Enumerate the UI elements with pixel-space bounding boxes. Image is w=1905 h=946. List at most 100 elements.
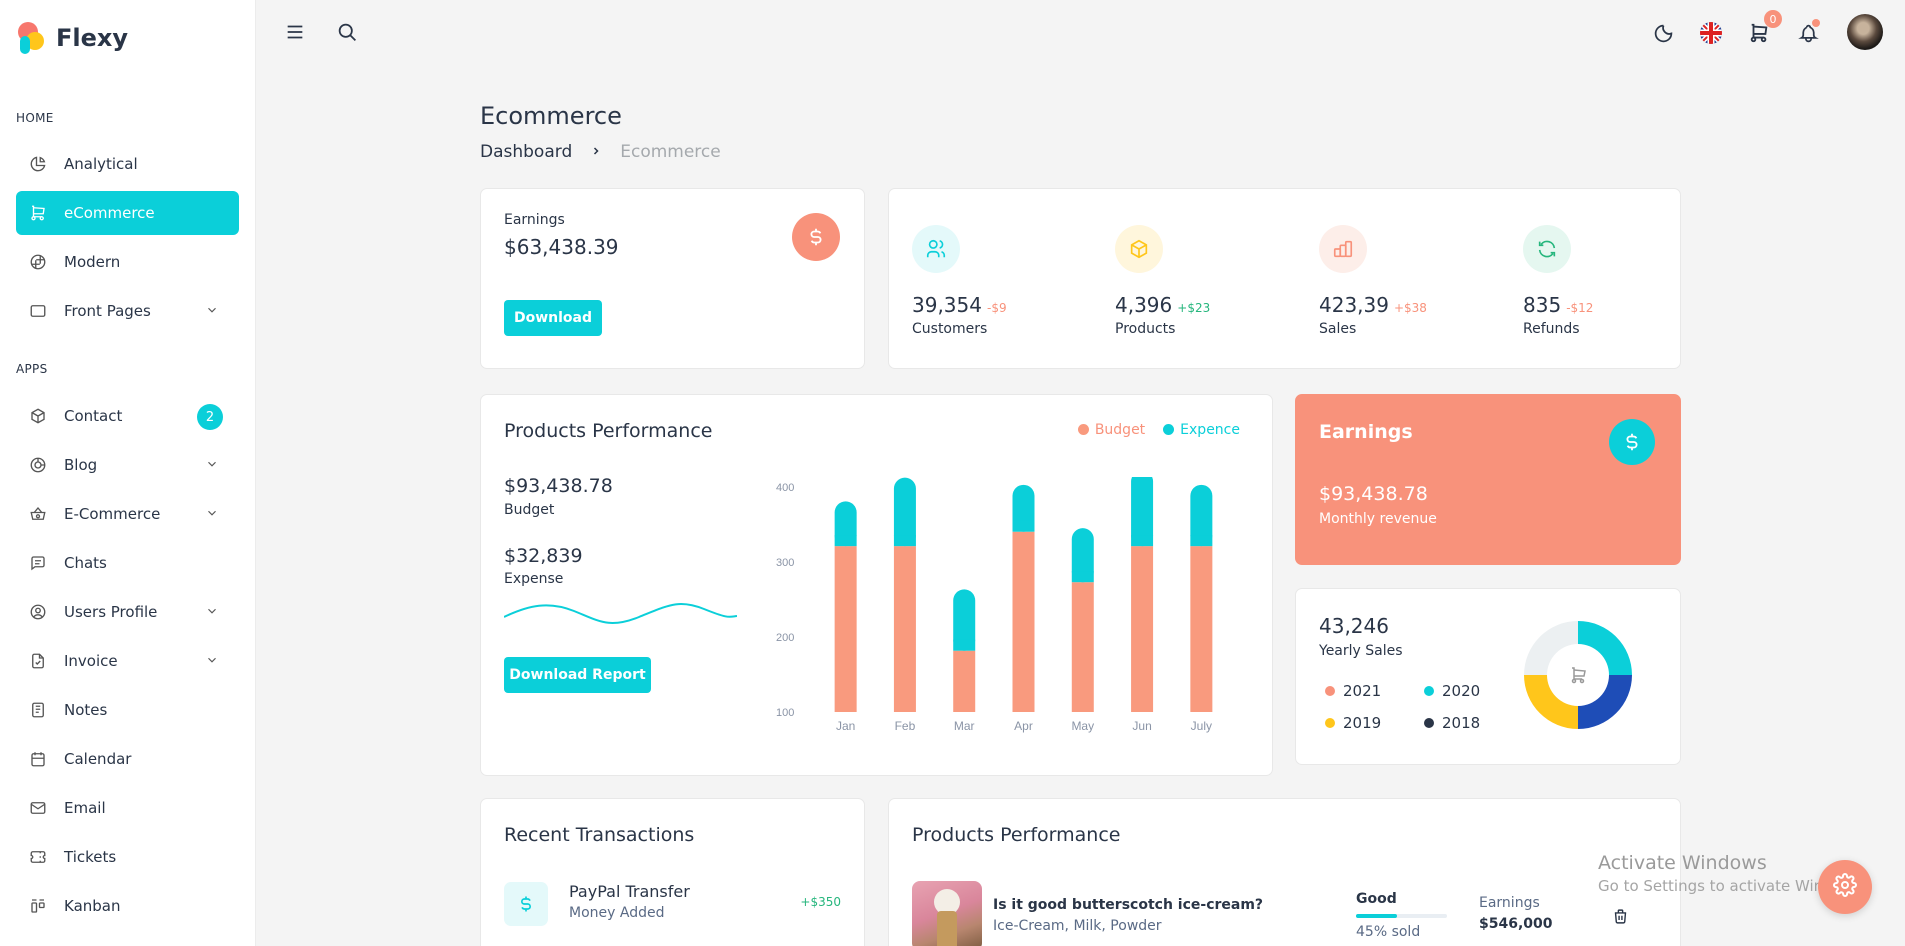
brand[interactable]: Flexy: [0, 0, 255, 76]
sidebar-item-analytical[interactable]: Analytical: [16, 142, 239, 186]
settings-fab[interactable]: [1818, 860, 1872, 914]
sidebar-item-label: Front Pages: [64, 302, 151, 320]
activate-windows-subtitle: Go to Settings to activate Windows.: [1598, 877, 1867, 895]
x-tick-label: May: [1071, 719, 1094, 733]
sidebar-item-chats[interactable]: Chats: [16, 541, 239, 585]
stat-change: -$12: [1566, 301, 1594, 315]
bell-icon[interactable]: [1793, 18, 1823, 48]
sidebar-item-label: Modern: [64, 253, 121, 271]
dollar-icon: [1609, 419, 1655, 465]
sidebar-item-kanban[interactable]: Kanban: [16, 884, 239, 928]
sidebar-item-label: Kanban: [64, 897, 121, 915]
topbar: 0: [257, 0, 1905, 66]
download-report-button[interactable]: Download Report: [504, 657, 651, 693]
cube-icon: [28, 406, 48, 426]
bar-expence-may: [1071, 528, 1094, 583]
budget-label: Budget: [504, 502, 555, 518]
transaction-subtitle: Money Added: [569, 905, 665, 921]
bar-expence-apr-base: [1012, 520, 1035, 532]
earnings-label: Earnings: [1479, 895, 1540, 911]
sidebar-item-contact[interactable]: Contact 2: [16, 394, 239, 438]
sidebar-item-ecommerce[interactable]: eCommerce: [16, 191, 239, 235]
sidebar-item-calendar[interactable]: Calendar: [16, 737, 239, 781]
x-tick-label: Feb: [895, 719, 916, 733]
legend-expence[interactable]: Expence: [1163, 422, 1240, 438]
sidebar-item-modern[interactable]: Modern: [16, 240, 239, 284]
stat-value: 39,354: [912, 293, 982, 317]
card-title: Recent Transactions: [504, 824, 695, 846]
bar-budget-feb: [893, 546, 916, 712]
sidebar-item-invoice[interactable]: Invoice: [16, 639, 239, 683]
sidebar-item-users-profile[interactable]: Users Profile: [16, 590, 239, 634]
cart-icon: [1571, 667, 1586, 684]
sidebar-item-e-commerce[interactable]: E-Commerce: [16, 492, 239, 536]
bar-expence-jan-base: [834, 535, 857, 547]
cart-count-badge: 0: [1764, 10, 1782, 28]
contact-count-badge: 2: [197, 404, 223, 430]
earnings-card: Earnings $63,438.39 Download: [480, 188, 865, 369]
bar-expence-july: [1190, 484, 1213, 547]
product-name[interactable]: Is it good butterscotch ice-cream?: [993, 897, 1264, 913]
x-tick-label: Apr: [1014, 719, 1033, 733]
box-icon: [1115, 225, 1163, 273]
uk-flag-icon[interactable]: [1696, 18, 1726, 48]
products-performance-chart: 400 300 200 100 Jan Feb Mar Apr May Jun July: [776, 477, 1213, 733]
expense-label: Expense: [504, 571, 564, 587]
x-tick-label: Jun: [1132, 719, 1151, 733]
sidebar-item-label: Invoice: [64, 652, 118, 670]
transaction-title: PayPal Transfer: [569, 882, 690, 901]
bar-expence-jun: [1131, 477, 1154, 547]
ticket-icon: [28, 847, 48, 867]
stat-sales: 423,39 +$38 Sales: [1319, 225, 1427, 337]
donut-segment-2020: [1578, 621, 1632, 675]
earnings-value: $546,000: [1479, 916, 1553, 932]
download-button[interactable]: Download: [504, 300, 602, 336]
bar-expence-mar-base: [953, 639, 976, 651]
sidebar-item-blog[interactable]: Blog: [16, 443, 239, 487]
sidebar-item-label: Notes: [64, 701, 108, 719]
search-icon[interactable]: [332, 17, 362, 47]
moon-icon[interactable]: [1648, 18, 1678, 48]
sidebar-item-front-pages[interactable]: Front Pages: [16, 289, 239, 333]
gear-icon: [1833, 873, 1857, 901]
chart-legend: Budget Expence: [1077, 422, 1240, 438]
pie-chart-icon: [28, 154, 48, 174]
menu-icon[interactable]: [280, 17, 310, 47]
sidebar-item-label: Calendar: [64, 750, 132, 768]
trash-icon[interactable]: [1609, 905, 1631, 927]
bar-expence-july-base: [1190, 535, 1213, 547]
cart-icon[interactable]: 0: [1744, 10, 1782, 48]
user-circle-icon: [28, 602, 48, 622]
earnings-label: Earnings: [504, 212, 565, 228]
sidebar-item-tickets[interactable]: Tickets: [16, 835, 239, 879]
card-title: Products Performance: [912, 824, 1121, 846]
expense-value: $32,839: [504, 545, 583, 567]
stat-label: Products: [1115, 321, 1176, 337]
x-tick-label: July: [1191, 719, 1212, 733]
yearly-sales-donut: [1524, 621, 1632, 729]
chevron-down-icon: [205, 303, 219, 321]
sidebar-item-email[interactable]: Email: [16, 786, 239, 830]
earnings-banner: Earnings $93,438.78 Monthly revenue: [1295, 394, 1681, 565]
banner-subtitle: Monthly revenue: [1319, 511, 1437, 527]
stat-change: +$23: [1177, 301, 1211, 315]
bar-expence-jun-base: [1131, 535, 1154, 547]
chevron-down-icon: [205, 604, 219, 622]
breadcrumb-home[interactable]: Dashboard: [480, 142, 573, 162]
donut-segment-2019: [1524, 675, 1578, 729]
stat-label: Sales: [1319, 321, 1357, 337]
recent-transactions-card: Recent Transactions PayPal Transfer Mone…: [480, 798, 865, 946]
brand-name: Flexy: [56, 24, 129, 52]
chevron-down-icon: [205, 653, 219, 671]
products-table-card: Products Performance Is it good buttersc…: [888, 798, 1681, 946]
donut-segment-grey: [1524, 621, 1578, 675]
sidebar-item-notes[interactable]: Notes: [16, 688, 239, 732]
legend-budget[interactable]: Budget: [1077, 422, 1145, 438]
transaction-amount: +$350: [800, 895, 841, 909]
refresh-icon: [1523, 225, 1571, 273]
product-sold: 45% sold: [1356, 924, 1421, 940]
bar-budget-apr: [1012, 531, 1035, 712]
avatar[interactable]: [1847, 14, 1883, 50]
sold-progress-fill: [1356, 914, 1397, 918]
sidebar-item-label: Users Profile: [64, 603, 158, 621]
